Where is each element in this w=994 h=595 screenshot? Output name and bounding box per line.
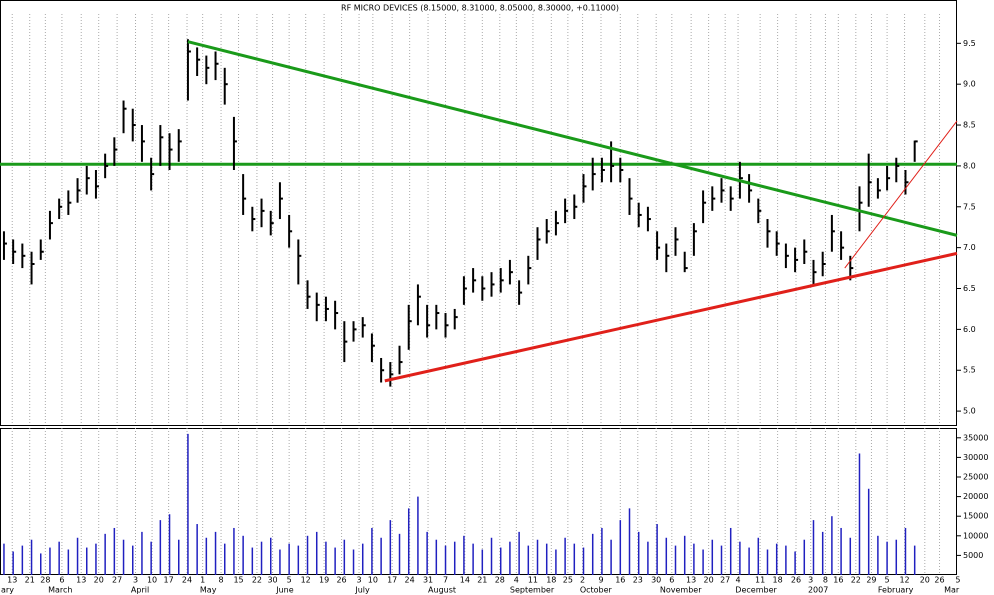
y-tick-label: 7.5 xyxy=(963,202,976,211)
y-tick-label: 5.5 xyxy=(963,366,976,375)
volume-panel xyxy=(0,428,957,575)
month-label: December xyxy=(735,586,777,595)
month-label: July xyxy=(354,586,370,595)
x-tick-label: 27 xyxy=(112,576,122,585)
y-tick-label: 6.5 xyxy=(963,284,976,293)
month-label: ary xyxy=(1,586,14,595)
month-label: Mar xyxy=(944,586,960,595)
x-tick-label: 22 xyxy=(252,576,262,585)
x-tick-label: 15 xyxy=(233,576,243,585)
x-tick-label: 13 xyxy=(686,576,696,585)
x-tick-label: 18 xyxy=(773,576,783,585)
y-tick-label: 7.0 xyxy=(963,243,976,252)
x-tick-label: 6 xyxy=(669,576,674,585)
x-tick-label: 17 xyxy=(164,576,174,585)
month-label: February xyxy=(878,586,914,595)
volume-tick-label: 15000 xyxy=(963,512,988,521)
x-tick-label: 12 xyxy=(899,576,909,585)
month-label: October xyxy=(580,586,613,595)
x-tick-label: 3 xyxy=(357,576,362,585)
x-tick-label: 19 xyxy=(319,576,329,585)
month-label: 2007 xyxy=(808,586,828,595)
volume-tick-label: 25000 xyxy=(963,473,988,482)
x-tick-label: 1 xyxy=(200,576,205,585)
x-tick-label: 28 xyxy=(495,576,505,585)
x-tick-label: 25 xyxy=(563,576,573,585)
chart-title: RF MICRO DEVICES (8.15000, 8.31000, 8.05… xyxy=(341,4,619,13)
y-tick-label: 9.0 xyxy=(963,80,976,89)
x-tick-label: 4 xyxy=(736,576,741,585)
x-tick-label: 11 xyxy=(528,576,538,585)
x-tick-label: 8 xyxy=(823,576,828,585)
x-tick-label: 21 xyxy=(25,576,35,585)
x-tick-label: 11 xyxy=(755,576,765,585)
x-tick-label: 27 xyxy=(720,576,730,585)
x-tick-label: 20 xyxy=(920,576,930,585)
x-tick-label: 6 xyxy=(59,576,64,585)
x-tick-label: 31 xyxy=(423,576,433,585)
x-tick-label: 30 xyxy=(651,576,661,585)
price-panel xyxy=(0,0,957,426)
x-tick-label: 10 xyxy=(147,576,157,585)
trendline xyxy=(844,120,958,269)
x-tick-label: 30 xyxy=(267,576,277,585)
volume-tick-label: 5000 xyxy=(963,551,983,560)
y-tick-label: 6.0 xyxy=(963,325,976,334)
x-tick-label: 24 xyxy=(182,576,192,585)
x-tick-label: 5 xyxy=(885,576,890,585)
month-label: September xyxy=(510,586,555,595)
x-tick-label: 9 xyxy=(598,576,603,585)
month-label: May xyxy=(200,586,217,595)
y-tick-label: 9.5 xyxy=(963,39,976,48)
x-tick-label: 26 xyxy=(336,576,346,585)
x-tick-label: 29 xyxy=(866,576,876,585)
volume-tick-label: 35000 xyxy=(963,433,988,442)
x-tick-label: 13 xyxy=(7,576,17,585)
x-tick-label: 5 xyxy=(287,576,292,585)
volume-tick-label: 10000 xyxy=(963,531,988,540)
y-tick-label: 8.0 xyxy=(963,161,976,170)
volume-tick-label: 30000 xyxy=(963,453,988,462)
x-tick-label: 16 xyxy=(615,576,625,585)
x-tick-label: 28 xyxy=(40,576,50,585)
month-label: August xyxy=(428,586,456,595)
y-tick-label: 8.5 xyxy=(963,121,976,130)
x-tick-label: 17 xyxy=(387,576,397,585)
month-label: June xyxy=(275,586,294,595)
x-tick-label: 10 xyxy=(368,576,378,585)
trendline xyxy=(384,251,958,383)
x-tick-label: 14 xyxy=(460,576,470,585)
x-tick-label: 21 xyxy=(477,576,487,585)
x-tick-label: 4 xyxy=(514,576,519,585)
x-tick-label: 13 xyxy=(76,576,86,585)
volume-tick-label: 20000 xyxy=(963,492,988,501)
x-tick-label: 3 xyxy=(133,576,138,585)
x-tick-label: 7 xyxy=(443,576,448,585)
x-tick-label: 22 xyxy=(851,576,861,585)
month-label: April xyxy=(131,586,149,595)
x-tick-label: 18 xyxy=(546,576,556,585)
x-tick-label: 24 xyxy=(405,576,415,585)
x-tick-label: 23 xyxy=(633,576,643,585)
x-tick-label: 26 xyxy=(934,576,944,585)
x-tick-label: 26 xyxy=(791,576,801,585)
x-tick-label: 12 xyxy=(301,576,311,585)
month-label: November xyxy=(660,586,702,595)
x-tick-label: 20 xyxy=(704,576,714,585)
x-tick-label: 3 xyxy=(808,576,813,585)
x-tick-label: 8 xyxy=(219,576,224,585)
y-tick-label: 5.0 xyxy=(963,407,976,416)
x-tick-label: 20 xyxy=(94,576,104,585)
trendline xyxy=(187,40,958,237)
month-label: March xyxy=(48,586,72,595)
x-tick-label: 16 xyxy=(833,576,843,585)
x-tick-label: 5 xyxy=(955,576,960,585)
x-tick-label: 2 xyxy=(580,576,585,585)
